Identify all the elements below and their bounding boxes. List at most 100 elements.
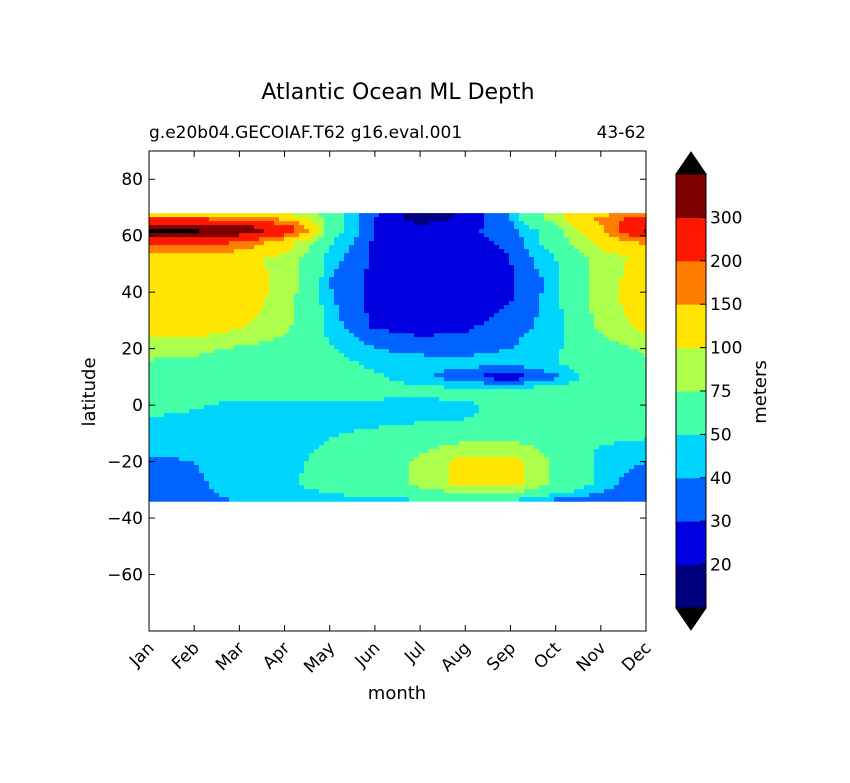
contour-cell — [149, 217, 155, 222]
contour-cell — [164, 289, 170, 294]
contour-cell — [254, 273, 260, 278]
contour-cell — [309, 401, 315, 406]
contour-cell — [324, 365, 330, 370]
contour-cell — [204, 341, 210, 346]
contour-cell — [554, 365, 560, 370]
contour-cell — [434, 265, 440, 270]
contour-cell — [434, 285, 440, 290]
contour-cell — [409, 297, 415, 302]
contour-cell — [554, 329, 560, 334]
contour-cell — [159, 233, 165, 238]
contour-cell — [419, 313, 425, 318]
contour-cell — [219, 313, 225, 318]
contour-cell — [299, 373, 305, 378]
contour-cell — [269, 349, 275, 354]
contour-cell — [529, 325, 535, 330]
contour-cell — [614, 301, 620, 306]
contour-cell — [394, 289, 400, 294]
contour-cell — [319, 337, 325, 342]
contour-cell — [389, 245, 395, 250]
contour-cell — [384, 289, 390, 294]
contour-cell — [224, 285, 230, 290]
contour-cell — [519, 293, 525, 298]
contour-cell — [574, 297, 580, 302]
contour-cell — [554, 381, 560, 386]
contour-cell — [574, 273, 580, 278]
contour-cell — [564, 345, 570, 350]
contour-cell — [409, 281, 415, 286]
contour-cell — [329, 317, 335, 322]
contour-cell — [604, 321, 610, 326]
contour-cell — [489, 317, 495, 322]
contour-cell — [454, 301, 460, 306]
contour-cell — [224, 281, 230, 286]
contour-cell — [394, 333, 400, 338]
contour-cell — [574, 221, 580, 226]
contour-cell — [604, 305, 610, 310]
contour-cell — [529, 369, 535, 374]
contour-cell — [589, 273, 595, 278]
contour-cell — [579, 297, 585, 302]
contour-cell — [479, 349, 485, 354]
contour-cell — [479, 265, 485, 270]
contour-cell — [624, 293, 630, 298]
contour-cell — [324, 233, 330, 238]
contour-cell — [519, 257, 525, 262]
contour-cell — [209, 353, 215, 358]
contour-cell — [354, 225, 360, 230]
contour-cell — [154, 241, 160, 246]
contour-cell — [319, 241, 325, 246]
contour-cell — [479, 221, 485, 226]
contour-cell — [464, 409, 470, 414]
contour-cell — [174, 233, 180, 238]
contour-cell — [334, 337, 340, 342]
contour-cell — [229, 293, 235, 298]
contour-cell — [534, 217, 540, 222]
contour-cell — [644, 373, 647, 378]
contour-cell — [589, 385, 595, 390]
contour-cell — [614, 245, 620, 250]
contour-cell — [544, 309, 550, 314]
contour-cell — [424, 265, 430, 270]
contour-cell — [214, 285, 220, 290]
contour-cell — [604, 217, 610, 222]
contour-cell — [299, 381, 305, 386]
contour-cell — [404, 249, 410, 254]
contour-cell — [539, 393, 545, 398]
contour-cell — [624, 269, 630, 274]
contour-cell — [589, 353, 595, 358]
contour-cell — [274, 389, 280, 394]
contour-cell — [469, 313, 475, 318]
contour-cell — [524, 341, 530, 346]
contour-cell — [439, 241, 445, 246]
contour-cell — [614, 281, 620, 286]
contour-cell — [304, 221, 310, 226]
contour-cell — [519, 301, 525, 306]
contour-cell — [629, 309, 635, 314]
contour-cell — [539, 409, 545, 414]
contour-cell — [399, 321, 405, 326]
contour-cell — [304, 369, 310, 374]
contour-cell — [149, 369, 155, 374]
contour-cell — [289, 317, 295, 322]
contour-cell — [479, 293, 485, 298]
contour-cell — [269, 305, 275, 310]
contour-cell — [534, 253, 540, 258]
contour-cell — [439, 261, 445, 266]
contour-cell — [339, 313, 345, 318]
contour-cell — [604, 285, 610, 290]
contour-cell — [264, 269, 270, 274]
contour-cell — [384, 317, 390, 322]
contour-cell — [359, 329, 365, 334]
contour-cell — [534, 241, 540, 246]
contour-cell — [514, 273, 520, 278]
contour-cell — [479, 285, 485, 290]
contour-cell — [404, 313, 410, 318]
contour-cell — [579, 333, 585, 338]
contour-cell — [174, 405, 180, 410]
contour-cell — [239, 369, 245, 374]
contour-cell — [564, 321, 570, 326]
contour-cell — [439, 237, 445, 242]
contour-cell — [214, 377, 220, 382]
contour-cell — [539, 221, 545, 226]
